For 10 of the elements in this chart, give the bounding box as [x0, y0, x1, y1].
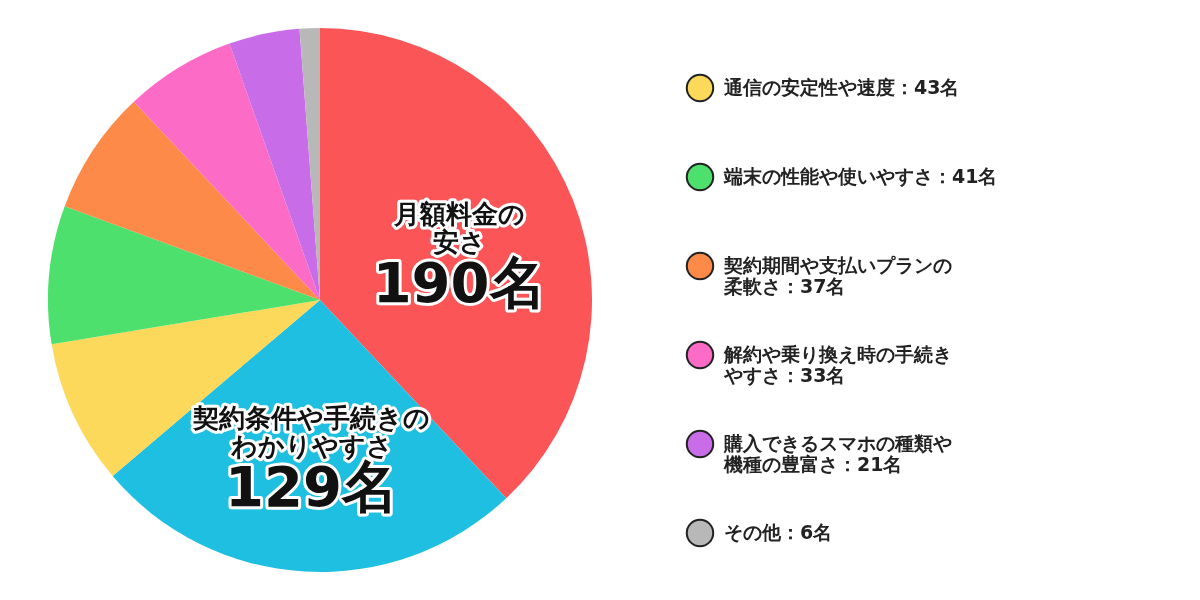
legend-label: 解約や乗り換え時の手続きやすさ：33名 — [723, 343, 952, 386]
legend-label: 購入できるスマホの種類や機種の豊富さ：21名 — [723, 432, 952, 475]
pie-slice — [48, 206, 320, 345]
legend-label: 通信の安定性や速度：43名 — [723, 76, 960, 98]
legend-label: 契約期間や支払いプランの柔軟さ：37名 — [723, 254, 952, 297]
pie-slice — [133, 43, 320, 300]
legend-label: 端末の性能や使いやすさ：41名 — [723, 165, 998, 187]
pie-slice — [64, 101, 320, 300]
legend-label: その他：6名 — [724, 521, 833, 543]
pie-slice — [229, 28, 320, 300]
